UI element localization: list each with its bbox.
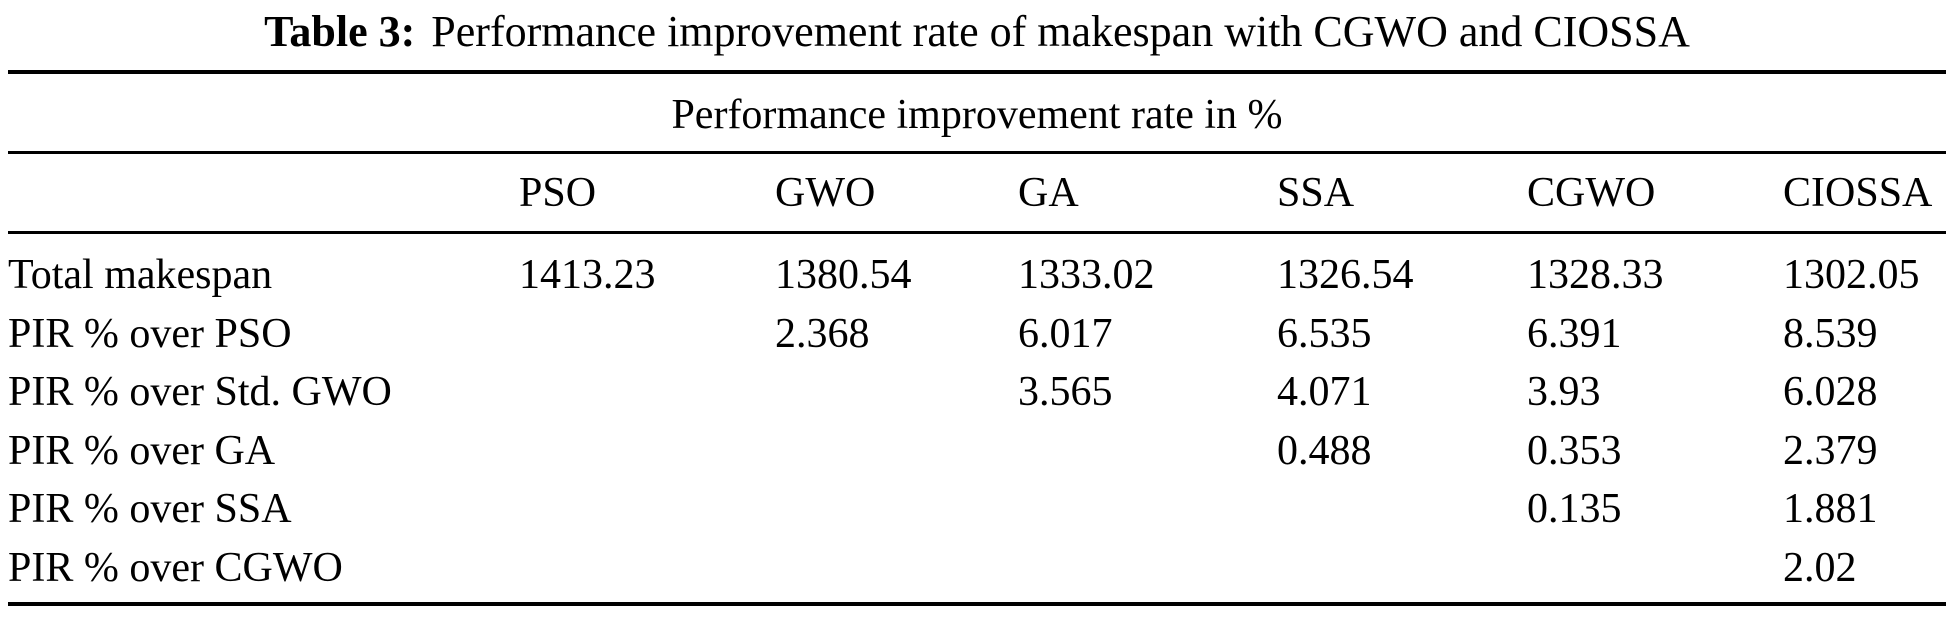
cell-gwo: 2.368	[775, 310, 870, 357]
table-spanning-header: Performance improvement rate in %	[8, 74, 1946, 151]
cell-cgwo: 1328.33	[1527, 252, 1664, 299]
column-header-ssa: SSA	[1277, 169, 1355, 216]
row-label: PIR % over GA	[8, 427, 276, 474]
header-top-rule	[8, 151, 1946, 154]
column-header-ga: GA	[1018, 169, 1079, 216]
cell-ssa: 0.488	[1277, 427, 1372, 474]
row-label: PIR % over SSA	[8, 486, 292, 533]
header-bottom-rule	[8, 231, 1946, 234]
table-row-pir-over-ssa: PIR % over SSA 0.135 1.881	[8, 480, 1946, 539]
table-number-label: Table 3:	[264, 7, 416, 56]
cell-ssa: 1326.54	[1277, 252, 1414, 299]
cell-ga: 3.565	[1018, 369, 1113, 416]
row-label: Total makespan	[8, 252, 273, 299]
spanning-header-text: Performance improvement rate in %	[671, 91, 1283, 138]
cell-ssa: 4.071	[1277, 369, 1372, 416]
cell-ciossa: 2.379	[1783, 427, 1878, 474]
results-table: Performance improvement rate in % PSO GW…	[8, 70, 1946, 606]
table-top-rule	[8, 70, 1946, 74]
cell-pso: 1413.23	[519, 252, 656, 299]
table-body: Total makespan 1413.23 1380.54 1333.02 1…	[8, 234, 1946, 602]
column-header-ciossa: CIOSSA	[1783, 169, 1933, 216]
cell-cgwo: 0.353	[1527, 427, 1622, 474]
cell-ciossa: 8.539	[1783, 310, 1878, 357]
column-header-gwo: GWO	[775, 169, 876, 216]
column-header-row: PSO GWO GA SSA CGWO CIOSSA	[8, 154, 1946, 231]
cell-ga: 1333.02	[1018, 252, 1155, 299]
cell-cgwo: 0.135	[1527, 486, 1622, 533]
row-label: PIR % over PSO	[8, 310, 292, 357]
table-row-total-makespan: Total makespan 1413.23 1380.54 1333.02 1…	[8, 246, 1946, 305]
cell-ciossa: 6.028	[1783, 369, 1878, 416]
table-caption-title: Table 3: Performance improvement rate of…	[0, 0, 1954, 70]
table-row-pir-over-ga: PIR % over GA 0.488 0.353 2.379	[8, 422, 1946, 481]
cell-ciossa: 1302.05	[1783, 252, 1920, 299]
cell-cgwo: 6.391	[1527, 310, 1622, 357]
cell-ga: 6.017	[1018, 310, 1113, 357]
cell-gwo: 1380.54	[775, 252, 912, 299]
row-label: PIR % over CGWO	[8, 544, 343, 591]
column-header-cgwo: CGWO	[1527, 169, 1656, 216]
table-row-pir-over-std-gwo: PIR % over Std. GWO 3.565 4.071 3.93 6.0…	[8, 363, 1946, 422]
cell-ssa: 6.535	[1277, 310, 1372, 357]
cell-cgwo: 3.93	[1527, 369, 1601, 416]
table-bottom-rule	[8, 602, 1946, 606]
column-header-pso: PSO	[519, 169, 597, 216]
table-title-text: Performance improvement rate of makespan…	[431, 7, 1690, 56]
row-label: PIR % over Std. GWO	[8, 369, 392, 416]
table-row-pir-over-pso: PIR % over PSO 2.368 6.017 6.535 6.391 8…	[8, 305, 1946, 364]
table-row-pir-over-cgwo: PIR % over CGWO 2.02	[8, 539, 1946, 598]
cell-ciossa: 1.881	[1783, 486, 1878, 533]
cell-ciossa: 2.02	[1783, 544, 1857, 591]
